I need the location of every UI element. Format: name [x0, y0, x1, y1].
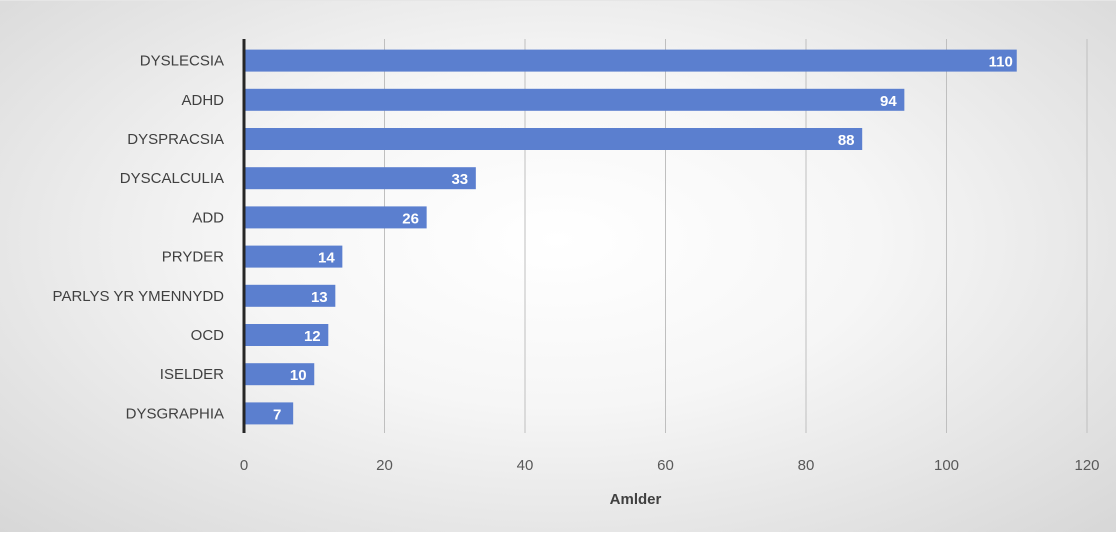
- bar: [244, 88, 905, 111]
- bar: [244, 49, 1017, 72]
- data-label: 33: [451, 171, 468, 188]
- data-label: 94: [880, 93, 897, 110]
- x-tick-label: 80: [798, 457, 815, 474]
- x-tick-label: 100: [934, 457, 959, 474]
- data-label: 10: [290, 367, 307, 384]
- data-label: 88: [838, 132, 855, 149]
- bar: [244, 206, 427, 229]
- category-label: DYSGRAPHIA: [126, 405, 224, 422]
- bars: [244, 49, 1017, 425]
- x-tick-label: 20: [376, 457, 393, 474]
- x-tick-label: 0: [240, 457, 248, 474]
- category-label: DYSPRACSIA: [127, 131, 224, 148]
- category-label: ISELDER: [160, 366, 224, 383]
- x-tick-label: 40: [517, 457, 534, 474]
- category-label: PARLYS YR YMENNYDD: [53, 288, 225, 305]
- category-label: ADHD: [181, 92, 224, 109]
- bar: [244, 245, 343, 268]
- bar: [244, 284, 336, 307]
- category-label: OCD: [191, 327, 225, 344]
- bar: [244, 363, 315, 386]
- category-label: PRYDER: [162, 249, 224, 266]
- category-label: DYSCALCULIA: [120, 170, 224, 187]
- bar: [244, 167, 476, 190]
- data-label: 14: [318, 250, 335, 267]
- x-tick-label: 120: [1074, 457, 1099, 474]
- x-tick-label: 60: [657, 457, 674, 474]
- category-label: ADD: [192, 209, 224, 226]
- bar: [244, 324, 329, 346]
- bar: [244, 128, 863, 150]
- category-label: DYSLECSIA: [140, 53, 224, 70]
- data-label: 110: [989, 54, 1013, 71]
- x-axis-title: Amlder: [610, 491, 662, 508]
- data-label: 26: [402, 210, 419, 227]
- bar: [244, 402, 294, 425]
- data-label: 13: [311, 289, 328, 306]
- labels: 0 20 40 60 80 100 120 DYSLECSIA 110 ADHD 94 DYSPRAC…: [53, 53, 1100, 474]
- data-label: 12: [304, 328, 321, 345]
- data-label: 7: [273, 406, 281, 423]
